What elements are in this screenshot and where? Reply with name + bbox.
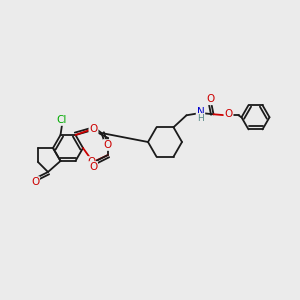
- Text: O: O: [89, 124, 98, 134]
- Text: H: H: [197, 114, 204, 123]
- Text: O: O: [87, 157, 95, 167]
- Text: O: O: [103, 140, 112, 150]
- Text: N: N: [196, 107, 204, 117]
- Text: O: O: [224, 109, 232, 119]
- Text: O: O: [89, 162, 97, 172]
- Text: O: O: [206, 94, 214, 104]
- Text: Cl: Cl: [57, 115, 67, 125]
- Text: O: O: [31, 177, 39, 187]
